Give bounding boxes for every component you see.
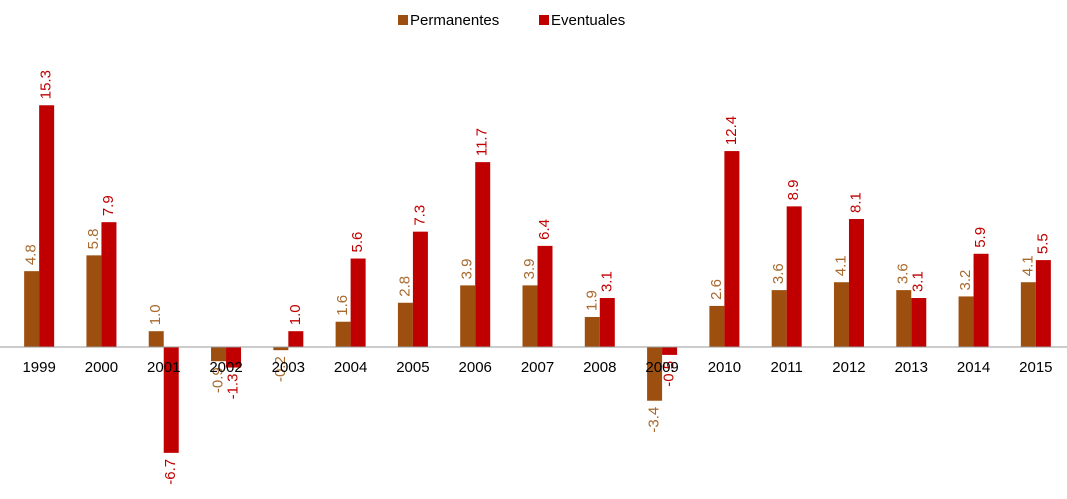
value-label: 5.5 bbox=[1034, 233, 1051, 254]
bar bbox=[522, 285, 538, 347]
bar bbox=[101, 222, 117, 347]
bar bbox=[896, 290, 912, 347]
x-tick-label: 2015 bbox=[1019, 359, 1052, 376]
x-tick-label: 2003 bbox=[272, 359, 305, 376]
value-label: 15.3 bbox=[38, 70, 55, 99]
bar bbox=[833, 282, 849, 347]
bar bbox=[24, 271, 40, 347]
bar bbox=[584, 316, 600, 347]
value-label: -0.5 bbox=[661, 361, 678, 387]
value-label: 3.9 bbox=[459, 259, 476, 280]
bar bbox=[39, 105, 55, 347]
bar bbox=[647, 347, 663, 401]
value-label: 12.4 bbox=[723, 116, 740, 145]
bar bbox=[771, 290, 787, 347]
x-tick-label: 2002 bbox=[209, 359, 242, 376]
value-label: 4.1 bbox=[832, 255, 849, 276]
x-tick-label: 2004 bbox=[334, 359, 367, 376]
bar bbox=[148, 331, 164, 347]
value-label: 7.9 bbox=[100, 195, 117, 216]
x-tick-label: 2007 bbox=[521, 359, 554, 376]
bar bbox=[273, 347, 289, 351]
bar bbox=[973, 253, 989, 347]
value-label: 5.6 bbox=[349, 232, 366, 253]
x-tick-label: 2001 bbox=[147, 359, 180, 376]
legend-swatch bbox=[539, 15, 549, 25]
value-label: 3.1 bbox=[598, 271, 615, 292]
legend-swatch bbox=[398, 15, 408, 25]
value-label: -1.3 bbox=[224, 374, 241, 400]
x-tick-label: 2013 bbox=[895, 359, 928, 376]
x-tick-label: 2014 bbox=[957, 359, 990, 376]
value-label: 4.1 bbox=[1019, 255, 1036, 276]
value-label: 2.6 bbox=[708, 279, 725, 300]
x-tick-label: 1999 bbox=[22, 359, 55, 376]
bar bbox=[412, 231, 428, 347]
bar bbox=[599, 298, 615, 347]
bar bbox=[288, 331, 304, 347]
value-label: 3.6 bbox=[895, 263, 912, 284]
bar bbox=[848, 219, 864, 347]
x-tick-label: 2011 bbox=[771, 359, 803, 376]
bar bbox=[397, 302, 413, 347]
bar bbox=[335, 321, 351, 347]
value-label: 5.8 bbox=[85, 229, 102, 250]
x-tick-label: 2010 bbox=[708, 359, 741, 376]
value-label: 3.1 bbox=[910, 271, 927, 292]
bar bbox=[537, 245, 553, 347]
bar bbox=[786, 206, 802, 347]
value-label: -3.4 bbox=[646, 407, 663, 433]
value-label: 3.6 bbox=[770, 263, 787, 284]
value-label: -6.7 bbox=[162, 459, 179, 485]
value-label: -0.2 bbox=[272, 356, 289, 382]
bar bbox=[226, 347, 242, 368]
value-label: 3.2 bbox=[957, 270, 974, 291]
value-label: 3.9 bbox=[521, 259, 538, 280]
x-tick-label: 2008 bbox=[583, 359, 616, 376]
x-tick-label: 2005 bbox=[396, 359, 429, 376]
value-label: 6.4 bbox=[536, 219, 553, 240]
value-label: 1.9 bbox=[583, 290, 600, 311]
value-label: 1.6 bbox=[334, 295, 351, 316]
legend-label: Permanentes bbox=[410, 12, 499, 29]
bar bbox=[662, 347, 678, 355]
bar bbox=[475, 162, 491, 347]
x-tick-label: 2009 bbox=[645, 359, 678, 376]
value-label: 4.8 bbox=[23, 244, 40, 265]
bar bbox=[163, 347, 179, 453]
value-label: -0.9 bbox=[209, 367, 226, 393]
bar bbox=[958, 296, 974, 347]
value-label: 7.3 bbox=[411, 205, 428, 226]
x-tick-label: 2012 bbox=[832, 359, 865, 376]
value-label: 5.9 bbox=[972, 227, 989, 248]
value-label: 11.7 bbox=[474, 128, 491, 156]
legend-label: Eventuales bbox=[551, 12, 625, 29]
x-tick-label: 2006 bbox=[459, 359, 492, 376]
x-tick-label: 2000 bbox=[85, 359, 118, 376]
bar bbox=[911, 298, 927, 347]
bar bbox=[86, 255, 102, 347]
value-label: 8.9 bbox=[785, 180, 802, 201]
bar bbox=[1020, 282, 1036, 347]
bar bbox=[211, 347, 227, 362]
bar bbox=[460, 285, 476, 347]
bar bbox=[709, 305, 725, 347]
value-label: 1.0 bbox=[147, 304, 164, 325]
value-label: 8.1 bbox=[847, 192, 864, 213]
value-label: 1.0 bbox=[287, 304, 304, 325]
bar bbox=[724, 151, 740, 347]
bar bbox=[350, 258, 366, 347]
value-label: 2.8 bbox=[396, 276, 413, 297]
bar bbox=[1035, 260, 1051, 347]
